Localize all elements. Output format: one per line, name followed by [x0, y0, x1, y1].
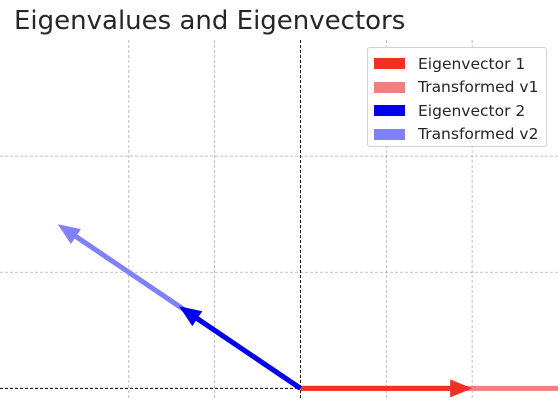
- chart-title: Eigenvalues and Eigenvectors: [14, 6, 406, 36]
- legend-item-transformed-v1: Transformed v1: [368, 76, 546, 100]
- legend-item-transformed-v2: Transformed v2: [368, 123, 546, 147]
- legend: Eigenvector 1 Transformed v1 Eigenvector…: [367, 47, 547, 147]
- legend-swatch-transformed-v2: [374, 128, 405, 140]
- legend-label-transformed-v2: Transformed v2: [418, 125, 539, 144]
- legend-label-eigenvector-2: Eigenvector 2: [418, 101, 526, 120]
- legend-label-transformed-v1: Transformed v1: [418, 78, 539, 97]
- legend-swatch-transformed-v1: [374, 81, 405, 93]
- legend-swatch-eigenvector-1: [374, 58, 405, 70]
- legend-item-eigenvector-2: Eigenvector 2: [368, 99, 546, 123]
- arrow-eigenvector-1: [300, 379, 473, 398]
- arrow-eigenvector-2: [179, 306, 302, 391]
- legend-label-eigenvector-1: Eigenvector 1: [418, 54, 526, 73]
- legend-swatch-eigenvector-2: [374, 105, 405, 117]
- vector-arrows: [57, 224, 558, 398]
- legend-item-eigenvector-1: Eigenvector 1: [368, 52, 546, 76]
